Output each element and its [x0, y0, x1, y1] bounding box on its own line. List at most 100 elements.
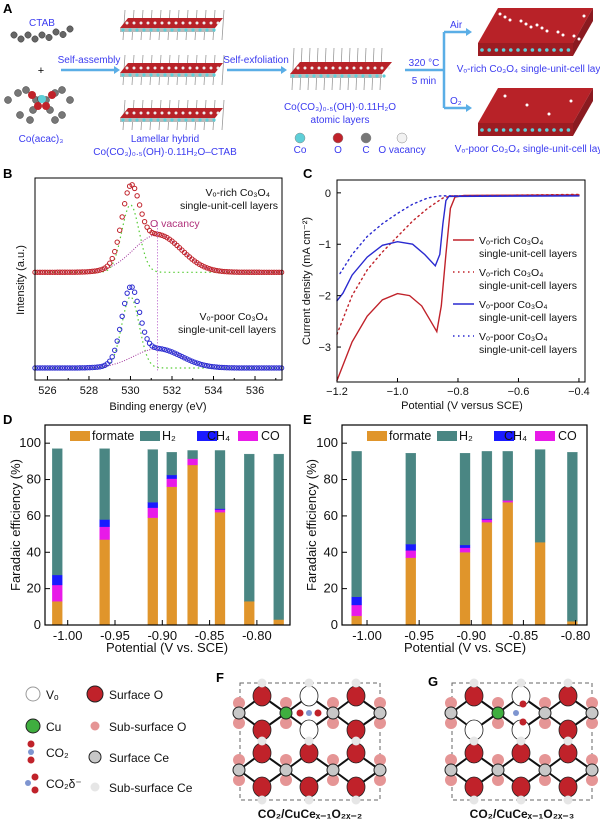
co-acac-molecule: [4, 86, 74, 124]
atom: [188, 111, 192, 115]
data-point: [109, 354, 115, 360]
vo-poor-slab: [478, 88, 593, 123]
data-point: [221, 268, 227, 275]
data-point: [204, 265, 210, 271]
subsurface-o: [492, 754, 504, 766]
legend-swatch: [238, 431, 258, 441]
surface-o: [346, 685, 366, 707]
co-atom: [184, 73, 188, 77]
data-point: [84, 269, 91, 275]
co-atom: [177, 118, 181, 122]
legend-swatch: [140, 431, 160, 441]
bar-segment-CH₄: [52, 574, 63, 586]
o-vacancy-dot: [508, 18, 512, 22]
bar-segment-formate: [351, 615, 362, 626]
data-point: [77, 269, 83, 275]
bar-segment-CO: [187, 458, 198, 466]
cobalt-atom: [38, 95, 46, 103]
data-point: [256, 269, 262, 275]
data-point: [239, 365, 245, 371]
co-atom: [566, 128, 571, 132]
data-point: [258, 365, 265, 371]
y-axis-label: Faradaic efficiency (%): [304, 459, 319, 591]
co-atom: [135, 118, 139, 122]
data-point: [124, 190, 130, 196]
surface-o: [511, 742, 531, 764]
data-point: [226, 269, 232, 275]
bar-segment-H₂: [147, 449, 158, 503]
co-atom: [205, 118, 209, 122]
bar-segment-CO: [502, 500, 513, 503]
atom: [338, 66, 342, 70]
x-tick-label: −0.8: [447, 386, 469, 398]
legend-label: formate: [92, 429, 134, 443]
co-atom: [545, 48, 549, 52]
o-vacancy-annotation: O vacancy: [150, 218, 200, 230]
co-atom: [545, 128, 549, 132]
series-line-1: [336, 193, 580, 335]
co-atom: [354, 74, 358, 78]
bar-segment-formate: [166, 486, 177, 626]
data-point: [57, 365, 63, 371]
data-point: [229, 269, 235, 275]
co2-carbon: [513, 710, 519, 716]
data-point: [72, 365, 78, 371]
o-vacancy-dot: [577, 37, 581, 41]
plot-frame: [44, 424, 291, 626]
co-atom: [170, 28, 174, 32]
data-point: [54, 269, 61, 275]
data-point: [82, 365, 88, 371]
co-atom: [530, 48, 535, 52]
data-point: [214, 267, 220, 274]
data-point: [244, 269, 250, 275]
o-vacancy-component-0: [35, 234, 282, 273]
surface-ce: [373, 763, 387, 777]
legend-label: formate: [389, 429, 431, 443]
subsurface-o: [233, 697, 245, 709]
subsurface-o: [492, 774, 504, 786]
bar-segment-H₂: [567, 452, 578, 622]
data-point: [39, 365, 46, 371]
subsurface-o: [539, 754, 551, 766]
data-point: [159, 232, 165, 239]
bar-segment-CO: [459, 547, 471, 553]
y-tick-label: 100: [19, 435, 41, 450]
surface-o: [346, 776, 366, 798]
subsurface-o: [539, 717, 551, 729]
surface-o: [346, 742, 366, 764]
subsurface-o: [374, 754, 386, 766]
co-atom: [333, 74, 337, 78]
data-point: [159, 346, 165, 352]
atom: [167, 66, 171, 70]
lamellar-formula: Co(CO₃)₀.₅(OH)·0.11H₂O–CTAB: [93, 147, 237, 158]
co-atom: [480, 48, 484, 52]
x-tick-label: -0.80: [561, 628, 591, 643]
data-point: [199, 361, 205, 368]
bar-segment-CO: [214, 509, 226, 513]
data-point: [97, 364, 103, 370]
plus-sign: +: [38, 65, 44, 77]
co-atom: [480, 128, 484, 132]
data-point: [129, 182, 135, 188]
surface-ce: [444, 763, 458, 777]
subsurface-o: [327, 754, 339, 766]
data-point: [92, 268, 98, 274]
surface-o: [558, 776, 578, 798]
vo-rich-layer-label: Vₒ-rich Co₃O₄ single-unit-cell layer: [457, 64, 600, 75]
data-point: [268, 365, 275, 371]
atom: [160, 111, 164, 115]
subsurface-o: [280, 754, 292, 766]
subsurface-o: [539, 697, 551, 709]
subsurface-o: [445, 717, 457, 729]
data-point: [87, 364, 93, 371]
o2-label: O₂: [450, 96, 462, 107]
legend-swatch: [197, 431, 217, 441]
co2-delta-symbol-icon: [25, 773, 39, 794]
surface-o: [464, 776, 484, 798]
co-atom: [163, 73, 167, 77]
co-atom: [128, 28, 132, 32]
co-atom: [149, 73, 153, 77]
subsurface-ce: [563, 678, 573, 688]
subsurface-ce: [304, 736, 314, 746]
subsurface-o: [445, 754, 457, 766]
